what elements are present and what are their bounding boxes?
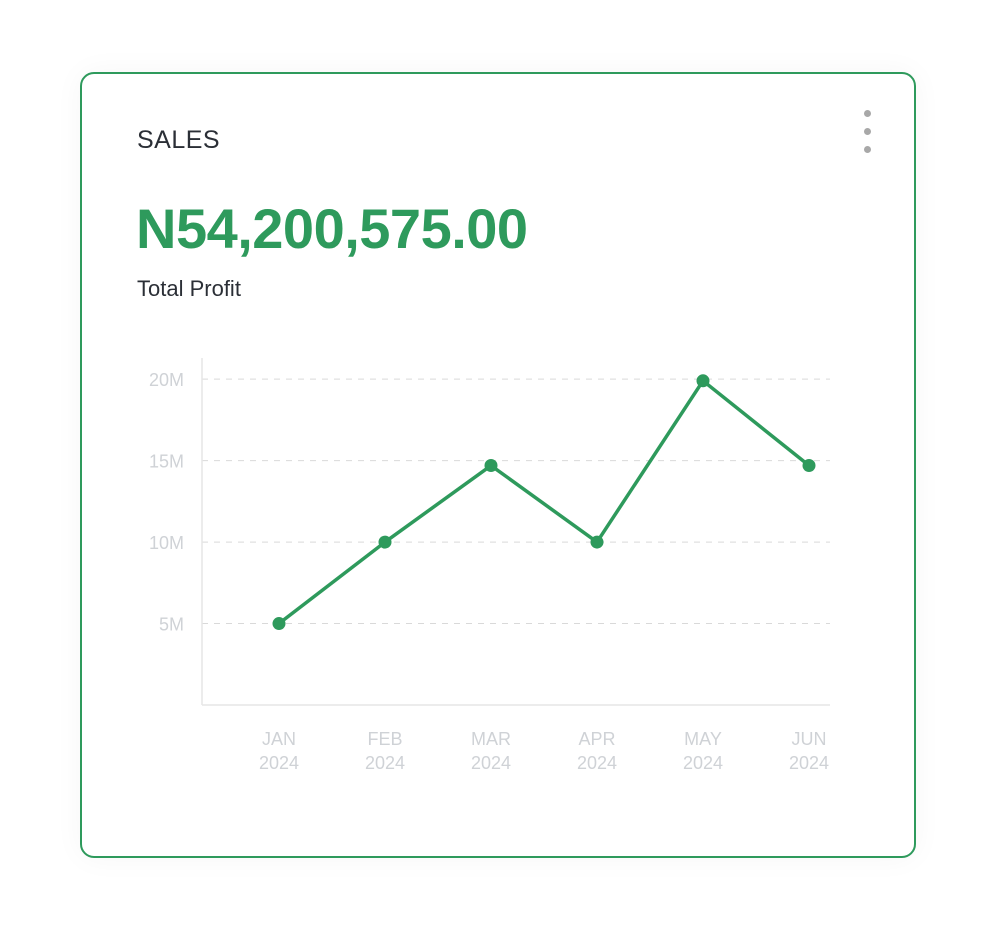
x-tick-label-line: MAY (684, 729, 722, 749)
menu-dot (864, 110, 871, 117)
menu-dot (864, 128, 871, 135)
data-point (696, 374, 710, 388)
grid-layer: 5M 10M 15M 20M (149, 370, 830, 635)
data-point (378, 535, 392, 549)
x-tick-label-line: JUN (792, 729, 827, 749)
data-point (590, 535, 604, 549)
axis-layer (201, 358, 830, 706)
data-point (802, 459, 816, 473)
x-tick-label: FEB 2024 (365, 729, 405, 773)
x-tick-label-line: APR (578, 729, 615, 749)
x-tick-label-line: 2024 (259, 753, 299, 773)
x-tick-label-line: MAR (471, 729, 511, 749)
y-tick-label: 20M (149, 370, 184, 390)
x-tick-labels: JAN 2024 FEB 2024 MAR 2024 APR 2024 MAY 2024 JUN 20… (259, 729, 829, 773)
x-tick-label-line: 2024 (471, 753, 511, 773)
y-tick-label: 5M (159, 615, 184, 635)
y-tick-label: 10M (149, 533, 184, 553)
y-tick-label: 15M (149, 452, 184, 472)
x-tick-label-line: JAN (262, 729, 296, 749)
x-tick-label: MAR 2024 (471, 729, 511, 773)
x-tick-label: JAN 2024 (259, 729, 299, 773)
x-tick-label: JUN 2024 (789, 729, 829, 773)
menu-dot (864, 146, 871, 153)
card-title: SALES (137, 126, 221, 154)
x-tick-label: MAY 2024 (683, 729, 723, 773)
total-profit-label: Total Profit (137, 276, 241, 301)
more-vertical-icon[interactable] (856, 104, 880, 160)
series-line (277, 379, 811, 626)
data-point (272, 617, 286, 631)
x-tick-label-line: 2024 (789, 753, 829, 773)
x-tick-label: APR 2024 (577, 729, 617, 773)
x-tick-label-line: 2024 (577, 753, 617, 773)
profit-line-chart: 5M 10M 15M 20M JAN 2024 FEB 2024 MAR 2024 APR 2024… (149, 358, 830, 773)
series-layer (272, 374, 816, 631)
sales-card: SALES N54,200,575.00 Total Profit 5M 10M 1… (80, 72, 916, 858)
x-tick-label-line: 2024 (683, 753, 723, 773)
total-profit-amount: N54,200,575.00 (136, 197, 528, 260)
x-tick-label-line: 2024 (365, 753, 405, 773)
x-tick-label-line: FEB (367, 729, 402, 749)
data-point (484, 459, 498, 473)
